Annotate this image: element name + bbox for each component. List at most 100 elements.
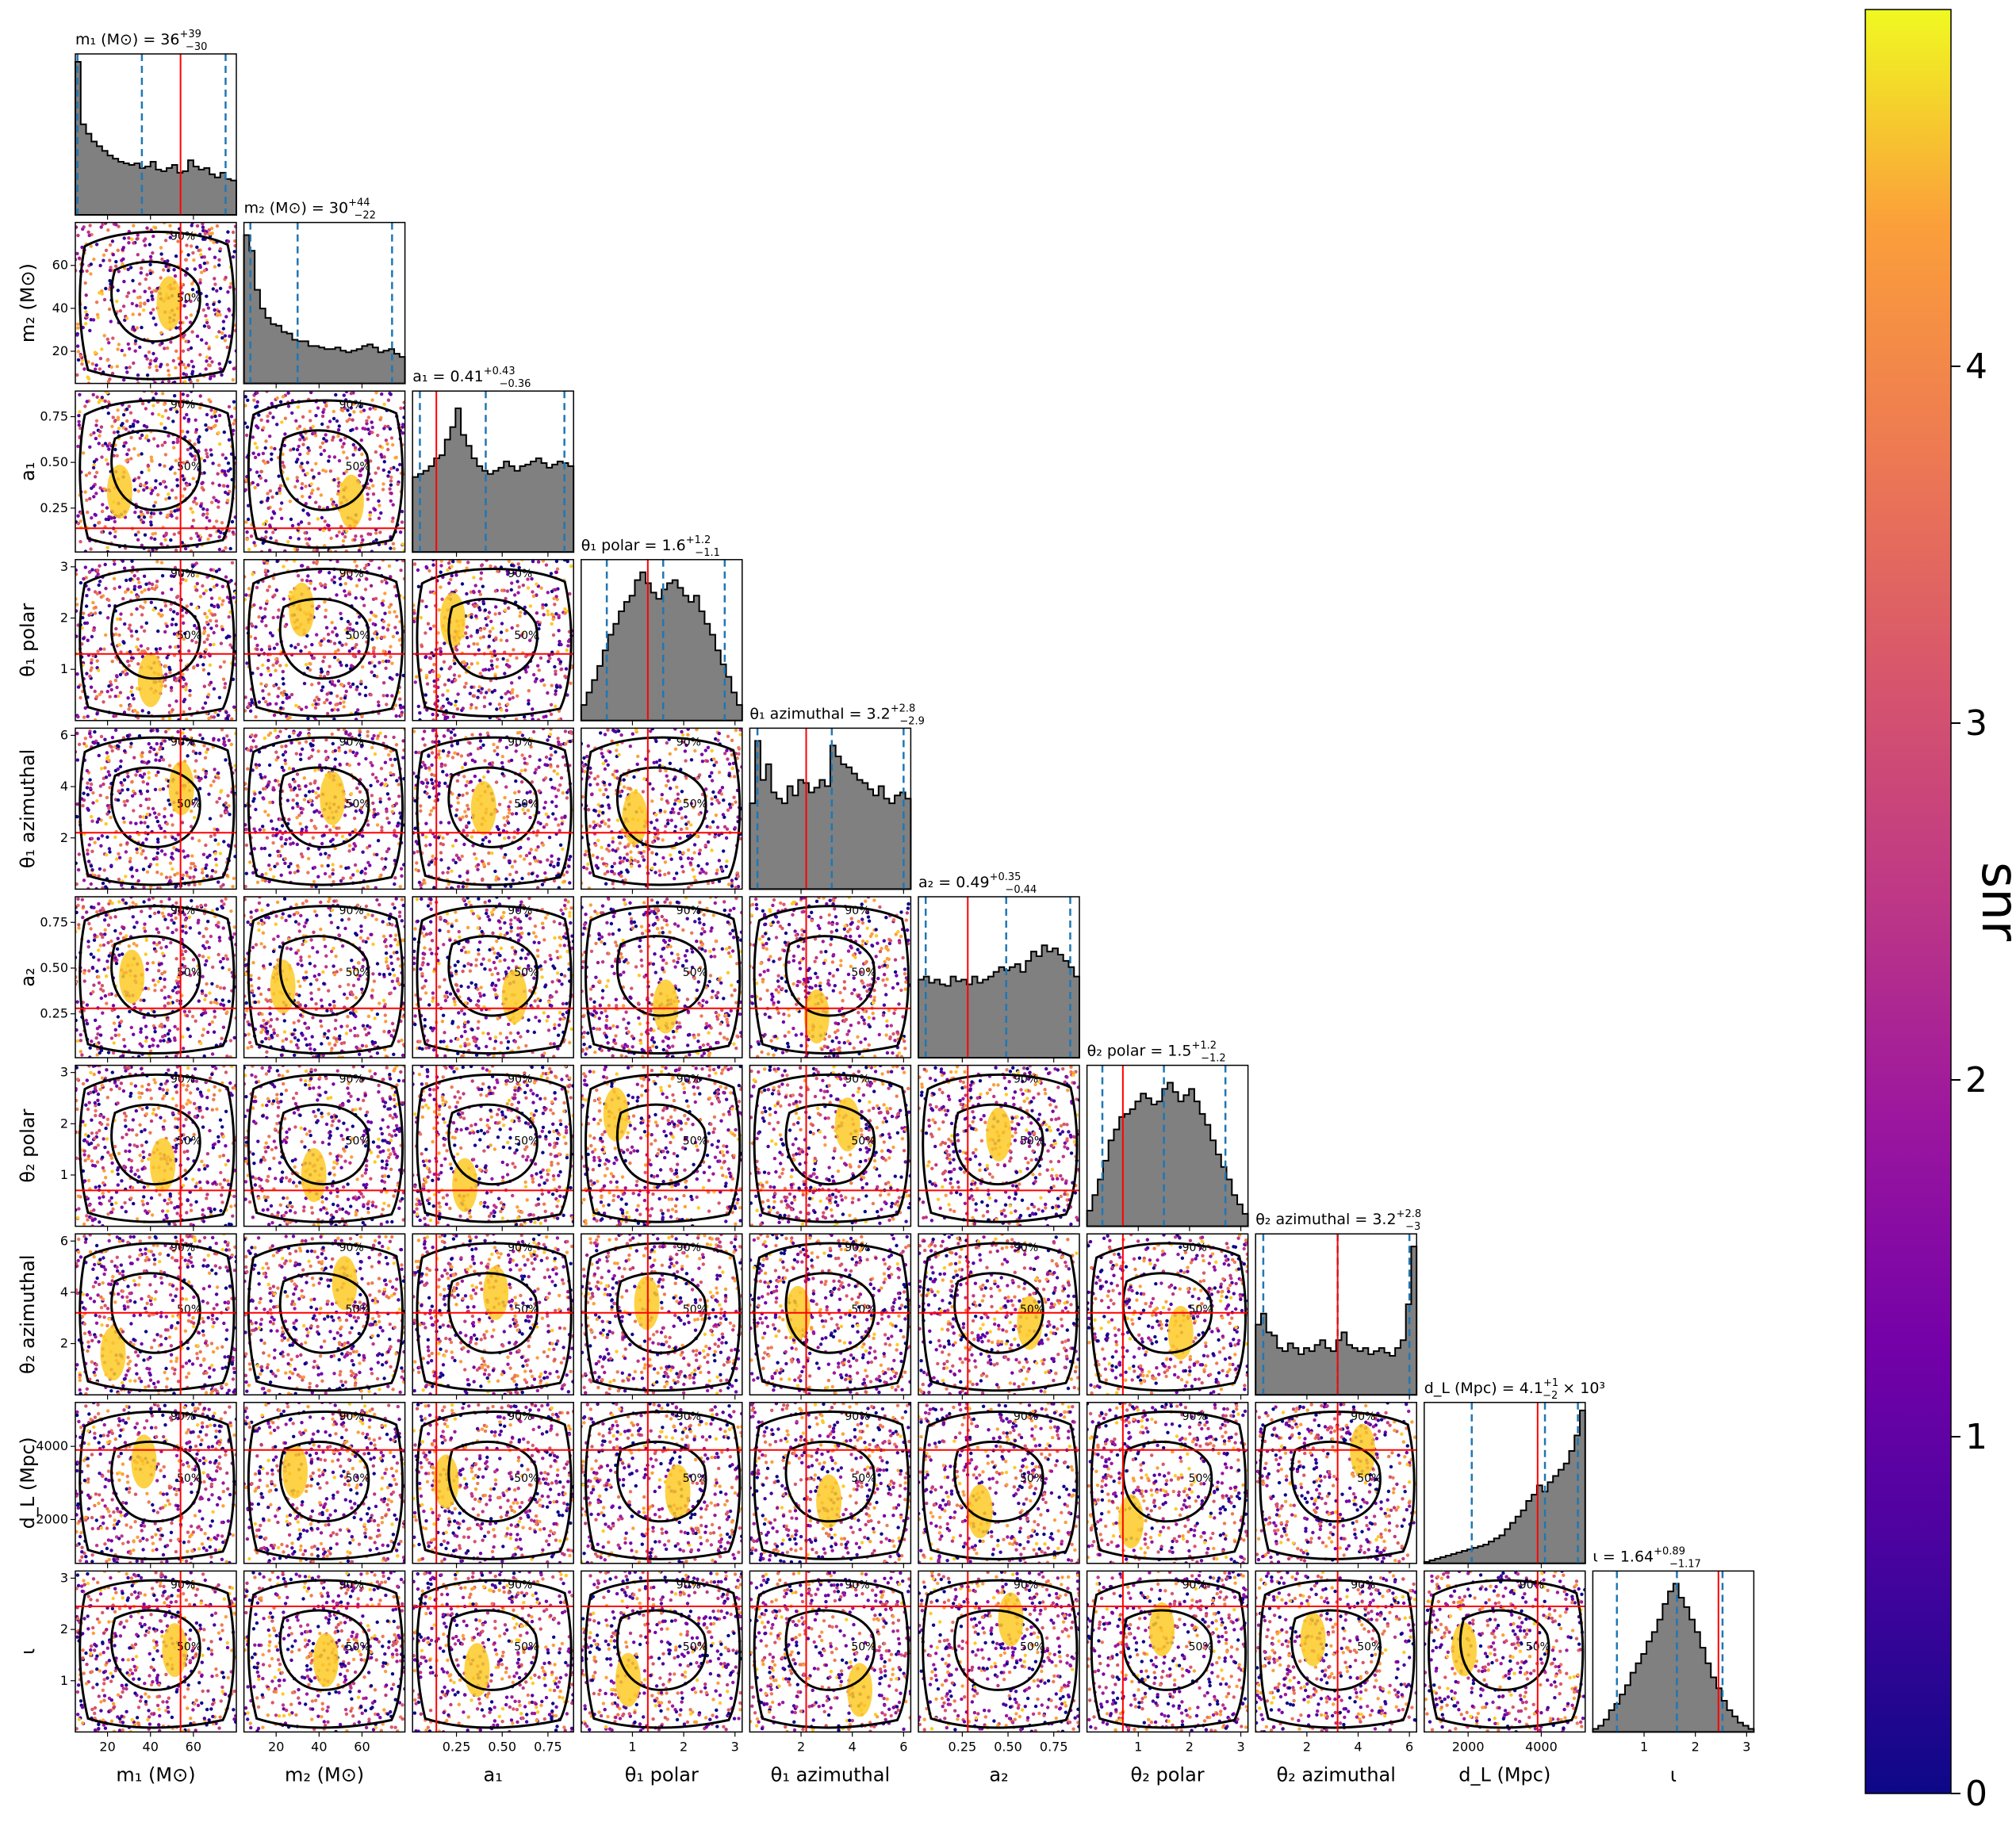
- high-snr-cluster: [634, 1276, 660, 1330]
- panel-iota-theta2a: 90% 50% 2 4 6: [1255, 1570, 1417, 1754]
- panel-frame: [243, 559, 406, 722]
- x-tick-label: 20: [99, 1739, 115, 1754]
- scatter-iota-vs-m1: 90% 50%: [75, 1571, 236, 1732]
- high-snr-cluster: [847, 1663, 873, 1717]
- contour-50: [1121, 1440, 1213, 1523]
- high-snr-cluster: [439, 592, 466, 647]
- contour-label-90: 90%: [171, 905, 195, 917]
- title-sub-dL: −2: [1543, 1390, 1558, 1402]
- contour-label-50: 50%: [514, 630, 538, 642]
- y-tick-label: 2: [60, 1116, 68, 1131]
- high-snr-cluster: [483, 1265, 509, 1320]
- histogram-iota: [1592, 1583, 1755, 1733]
- high-snr-cluster: [1167, 1306, 1194, 1361]
- scatter-dL-vs-m1: 90% 50%: [75, 1402, 236, 1564]
- snr-colorbar: 0 1 2 3 4 snr: [1865, 9, 2016, 1814]
- y-tick-label: 6: [60, 1233, 68, 1248]
- colorbar-tick-label: 2: [1965, 1060, 1987, 1101]
- contour-90: [584, 1073, 742, 1223]
- contour-label-50: 50%: [346, 798, 370, 810]
- panel-theta2p-a1: 90% 50%: [412, 1064, 574, 1231]
- x-axis-label-a2: a₂: [989, 1763, 1008, 1786]
- contour-label-50: 50%: [851, 1472, 876, 1485]
- contour-50: [110, 1103, 201, 1186]
- histogram-m1: [75, 61, 237, 216]
- panel-theta2p-theta2p: θ₂ polar = 1.5+1.2 −1.2: [1086, 1040, 1249, 1231]
- y-tick-label: 4: [60, 1284, 68, 1300]
- panel-theta2p-a2: 90% 50%: [918, 1064, 1080, 1231]
- scatter-theta2a-vs-theta1a: 90% 50%: [749, 1234, 911, 1395]
- scatter-dL-vs-a2: 90% 50%: [918, 1402, 1079, 1564]
- title-a2: a₂ = 0.49+0.35 −0.44: [918, 871, 1037, 896]
- panel-frame: [75, 1570, 237, 1733]
- contour-label-90: 90%: [171, 1579, 195, 1591]
- contour-label-50: 50%: [514, 1472, 538, 1485]
- panel-frame: [1592, 1570, 1755, 1733]
- panel-frame: [749, 1064, 912, 1227]
- panel-frame: [1086, 1233, 1249, 1395]
- title-sub-m1: −30: [186, 41, 207, 53]
- scatter-iota-vs-m2: 90% 50%: [243, 1571, 405, 1732]
- contour-label-90: 90%: [171, 1074, 195, 1086]
- title-sub-theta1a: −2.9: [899, 715, 925, 727]
- title-iota: ι = 1.64+0.89 −1.17: [1592, 1545, 1700, 1570]
- contour-50: [278, 429, 370, 511]
- x-tick-label: 2: [1303, 1739, 1311, 1754]
- high-snr-cluster: [312, 1633, 339, 1687]
- contour-label-90: 90%: [676, 1242, 701, 1254]
- contour-label-50: 50%: [514, 1303, 538, 1316]
- contour-label-50: 50%: [177, 1135, 201, 1148]
- contour-50: [278, 1440, 370, 1523]
- contour-90: [416, 736, 573, 886]
- scatter-theta1p-vs-m1: 90% 50%: [75, 559, 236, 721]
- panel-frame: [75, 727, 237, 890]
- contour-50: [953, 1103, 1044, 1186]
- contour-50: [616, 1609, 707, 1691]
- contour-label-90: 90%: [1182, 1242, 1207, 1254]
- title-sub-iota: −1.17: [1669, 1558, 1701, 1570]
- y-tick-label: 0.25: [40, 1006, 68, 1021]
- panel-frame: [581, 559, 743, 722]
- contour-label-50: 50%: [851, 1135, 876, 1148]
- panel-frame: [918, 1233, 1080, 1395]
- x-tick-label: 1: [1134, 1739, 1142, 1754]
- contour-label-50: 50%: [1357, 1472, 1382, 1485]
- histogram-theta2p: [1086, 1081, 1249, 1227]
- contour-label-50: 50%: [177, 461, 201, 473]
- panel-frame: [75, 390, 237, 553]
- histogram-dL: [1423, 1409, 1586, 1564]
- panel-frame: [1255, 1402, 1417, 1564]
- panel-theta1a-m2: 90% 50%: [243, 727, 406, 894]
- contour-50: [616, 1440, 707, 1523]
- high-snr-cluster: [967, 1484, 993, 1539]
- contour-90: [79, 905, 236, 1055]
- contour-50: [110, 1609, 201, 1691]
- colorbar-label: snr: [1970, 862, 2016, 942]
- x-tick-label: 0.75: [534, 1739, 562, 1754]
- histogram-a1: [412, 408, 575, 553]
- scatter-theta2a-vs-theta1p: 90% 50%: [581, 1234, 742, 1395]
- panel-a2-m1: 90% 50% 0.25 0.50 0.75 a₂: [17, 896, 237, 1062]
- x-axis-label-iota: ι: [1670, 1763, 1677, 1786]
- y-tick-label: 1: [60, 1167, 68, 1182]
- high-snr-cluster: [156, 276, 182, 331]
- x-tick-label: 6: [899, 1739, 907, 1754]
- contour-label-90: 90%: [1520, 1579, 1544, 1591]
- contour-50: [278, 766, 370, 848]
- scatter-theta2a-vs-theta2p: 90% 50%: [1087, 1234, 1248, 1395]
- panel-a2-m2: 90% 50%: [243, 896, 406, 1062]
- x-tick-label: 0.50: [488, 1739, 516, 1754]
- contour-50: [1290, 1440, 1382, 1523]
- contour-label-90: 90%: [339, 1579, 364, 1591]
- contour-50: [447, 935, 538, 1017]
- contour-50: [616, 1272, 707, 1354]
- high-snr-cluster: [137, 653, 163, 707]
- title-sub-a2: −0.44: [1005, 884, 1037, 896]
- contour-label-90: 90%: [1351, 1579, 1375, 1591]
- scatter-dL-vs-theta2p: 90% 50%: [1087, 1402, 1248, 1564]
- panel-iota-theta1p: 90% 50% 1 2 3: [581, 1570, 743, 1754]
- contour-90: [753, 1411, 910, 1560]
- contour-90: [753, 1242, 910, 1392]
- y-axis-label-m2: m₂ (M⊙): [17, 263, 39, 343]
